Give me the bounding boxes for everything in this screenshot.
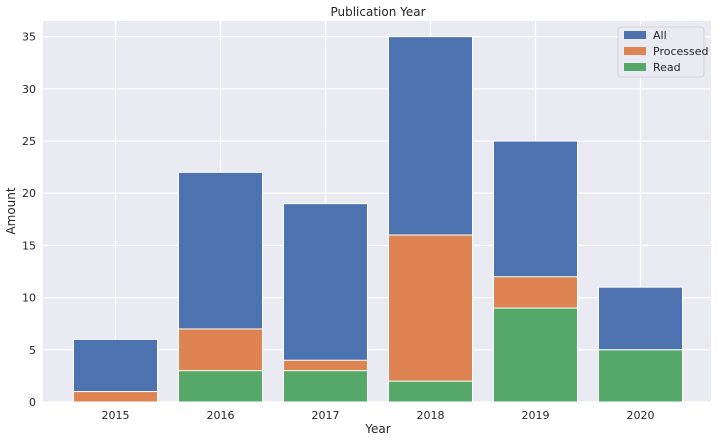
y-tick-label: 5 — [29, 344, 36, 357]
bar-read-2018 — [388, 380, 473, 403]
legend-swatch-all — [624, 31, 646, 39]
chart-title: Publication Year — [330, 5, 425, 19]
y-tick-label: 20 — [22, 187, 36, 200]
legend-label-processed: Processed — [653, 45, 708, 58]
y-axis-label: Amount — [4, 187, 18, 234]
y-tick-label: 0 — [29, 396, 36, 409]
legend-swatch-processed — [624, 47, 646, 55]
x-tick-label: 2016 — [207, 409, 235, 422]
x-tick-label: 2020 — [627, 409, 655, 422]
y-tick-label: 10 — [22, 292, 36, 305]
x-tick-labels: 2015 2016 2017 2018 2019 2020 — [102, 409, 655, 422]
x-axis-label: Year — [364, 422, 390, 436]
bar-processed-2015 — [73, 391, 158, 403]
legend-swatch-read — [624, 63, 646, 71]
bar-read-2019 — [493, 307, 578, 403]
x-tick-label: 2017 — [312, 409, 340, 422]
bar-read-2020 — [598, 349, 683, 403]
bars — [73, 36, 683, 403]
bar-read-2017 — [283, 370, 368, 403]
y-tick-labels: 0 5 10 15 20 25 30 35 — [22, 31, 36, 409]
y-tick-label: 35 — [22, 31, 36, 44]
y-tick-label: 25 — [22, 135, 36, 148]
legend-label-all: All — [653, 29, 667, 42]
y-tick-label: 15 — [22, 239, 36, 252]
x-tick-label: 2015 — [102, 409, 130, 422]
legend: All Processed Read — [617, 26, 708, 78]
bar-processed-2018 — [388, 234, 473, 403]
y-tick-label: 30 — [22, 83, 36, 96]
x-tick-label: 2019 — [522, 409, 550, 422]
x-tick-label: 2018 — [417, 409, 445, 422]
bar-read-2016 — [178, 370, 263, 403]
legend-label-read: Read — [653, 61, 681, 74]
